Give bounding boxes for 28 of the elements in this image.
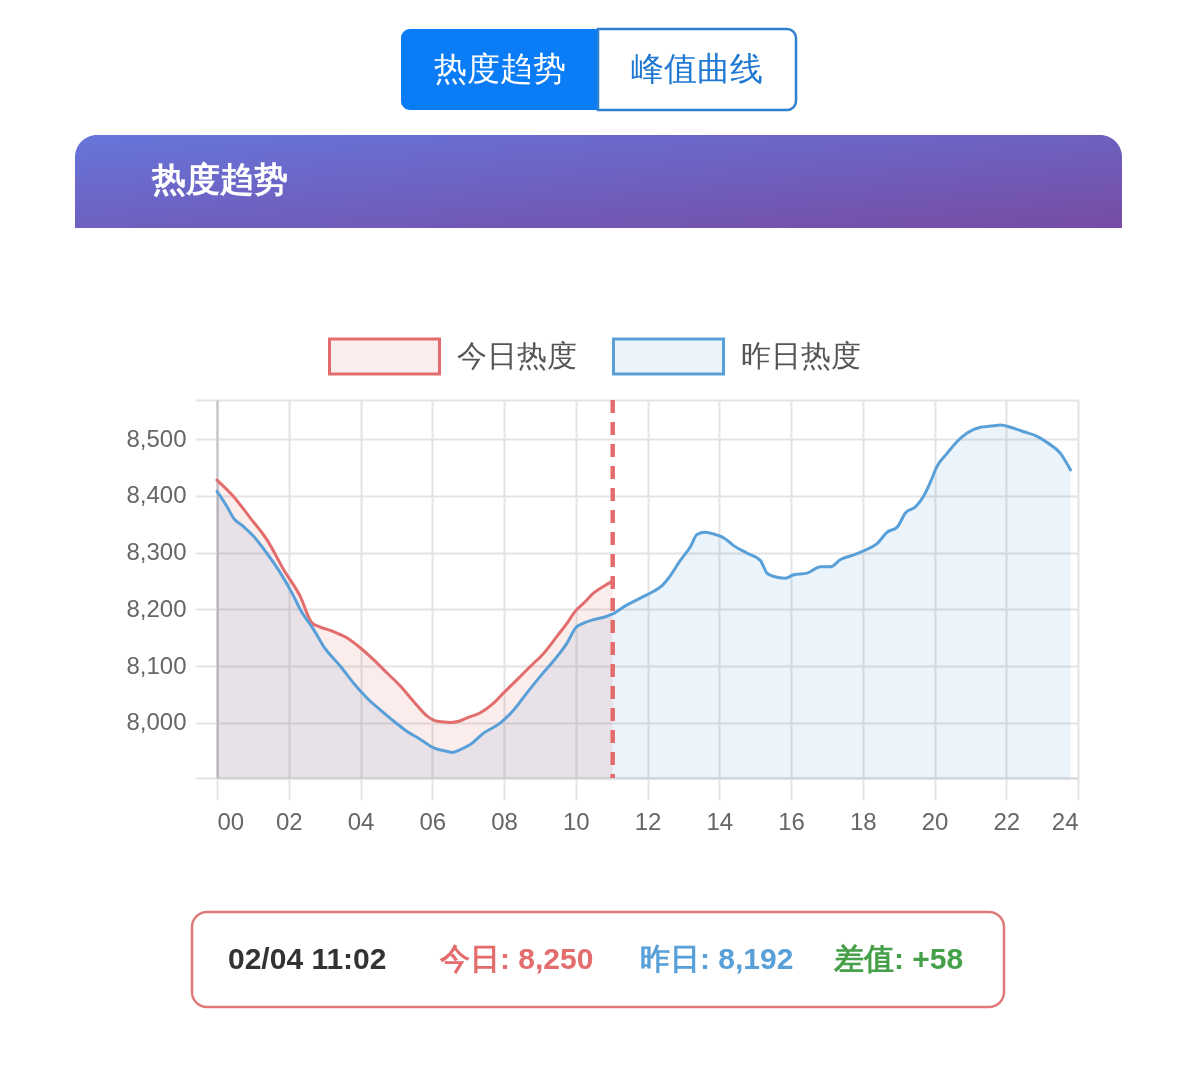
text: 昨日: 8,192: [640, 942, 794, 975]
text: 今日: 8,250: [439, 942, 594, 975]
x-tick-label: 18: [849, 807, 877, 835]
x-tick-label: 22: [993, 807, 1021, 835]
x-tick-label: 00: [217, 807, 245, 835]
y-tick-label: 8,400: [126, 481, 187, 509]
legend-label: 今日热度: [457, 338, 577, 372]
x-tick-label: 14: [706, 807, 734, 835]
x-tick-label: 20: [921, 807, 949, 835]
x-tick-label: 02: [275, 807, 303, 835]
text: 峰值曲线: [631, 50, 763, 87]
x-tick-label: 24: [1051, 807, 1079, 835]
y-tick-label: 8,100: [126, 651, 187, 679]
text: 02/04 11:02: [228, 942, 387, 975]
x-tick-label: 04: [347, 807, 375, 835]
y-tick-label: 8,000: [126, 708, 187, 736]
text: 热度趋势: [433, 50, 566, 87]
y-tick-label: 8,200: [126, 594, 187, 622]
x-tick-label: 12: [634, 807, 662, 835]
x-tick-label: 08: [491, 807, 518, 835]
y-tick-label: 8,300: [126, 538, 187, 566]
chart-title: 热度趋势: [151, 160, 288, 198]
y-tick-label: 8,500: [126, 424, 187, 452]
x-tick-label: 10: [562, 807, 590, 835]
text: 差值: +58: [833, 942, 964, 975]
x-tick-label: 16: [778, 807, 805, 835]
legend-label: 昨日热度: [741, 338, 861, 372]
x-tick-label: 06: [419, 807, 447, 835]
